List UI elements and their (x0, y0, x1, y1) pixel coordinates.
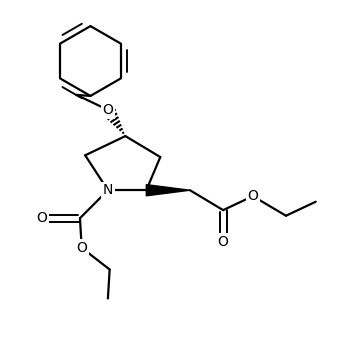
Text: O: O (36, 211, 47, 225)
Text: O: O (76, 241, 87, 255)
Text: O: O (247, 189, 258, 203)
Polygon shape (146, 185, 190, 196)
Text: N: N (103, 183, 113, 197)
Text: O: O (218, 235, 228, 248)
Text: O: O (102, 103, 113, 117)
